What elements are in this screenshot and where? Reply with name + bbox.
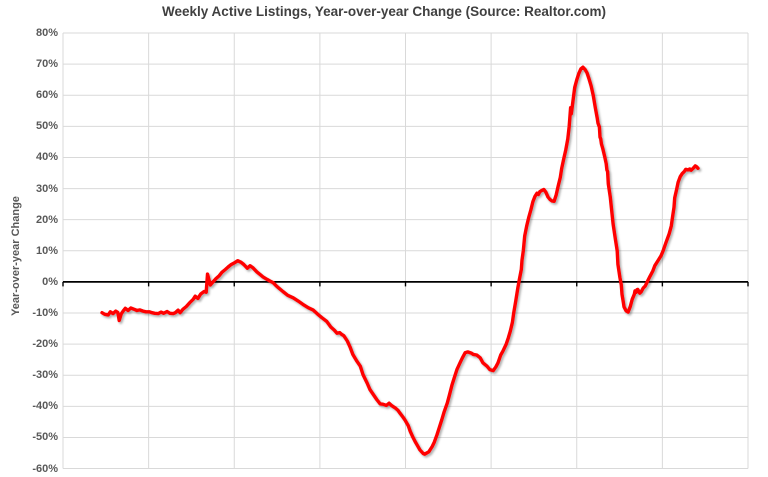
- y-tick-label: -20%: [32, 338, 58, 351]
- y-tick-label: 0%: [42, 275, 58, 288]
- y-tick-label: 70%: [35, 58, 58, 71]
- y-tick-label: 50%: [35, 120, 58, 133]
- y-tick-label: 40%: [35, 151, 58, 164]
- y-tick-label: -60%: [32, 462, 58, 475]
- chart-title: Weekly Active Listings, Year-over-year C…: [162, 4, 606, 19]
- y-tick-label: -30%: [32, 369, 58, 382]
- data-series: [100, 65, 700, 456]
- y-tick-label: -10%: [32, 307, 58, 319]
- gridlines: [62, 32, 749, 470]
- zero-axis: [62, 280, 749, 287]
- y-tick-label: 10%: [35, 244, 58, 257]
- y-tick-label: 20%: [35, 213, 58, 226]
- y-tick-label: 30%: [35, 182, 58, 195]
- yoy-change-line: [100, 65, 700, 456]
- y-tick-label: 60%: [35, 89, 58, 102]
- y-tick-label: -50%: [32, 431, 58, 444]
- y-tick-label: -40%: [32, 400, 58, 413]
- y-tick-label: 80%: [35, 27, 58, 40]
